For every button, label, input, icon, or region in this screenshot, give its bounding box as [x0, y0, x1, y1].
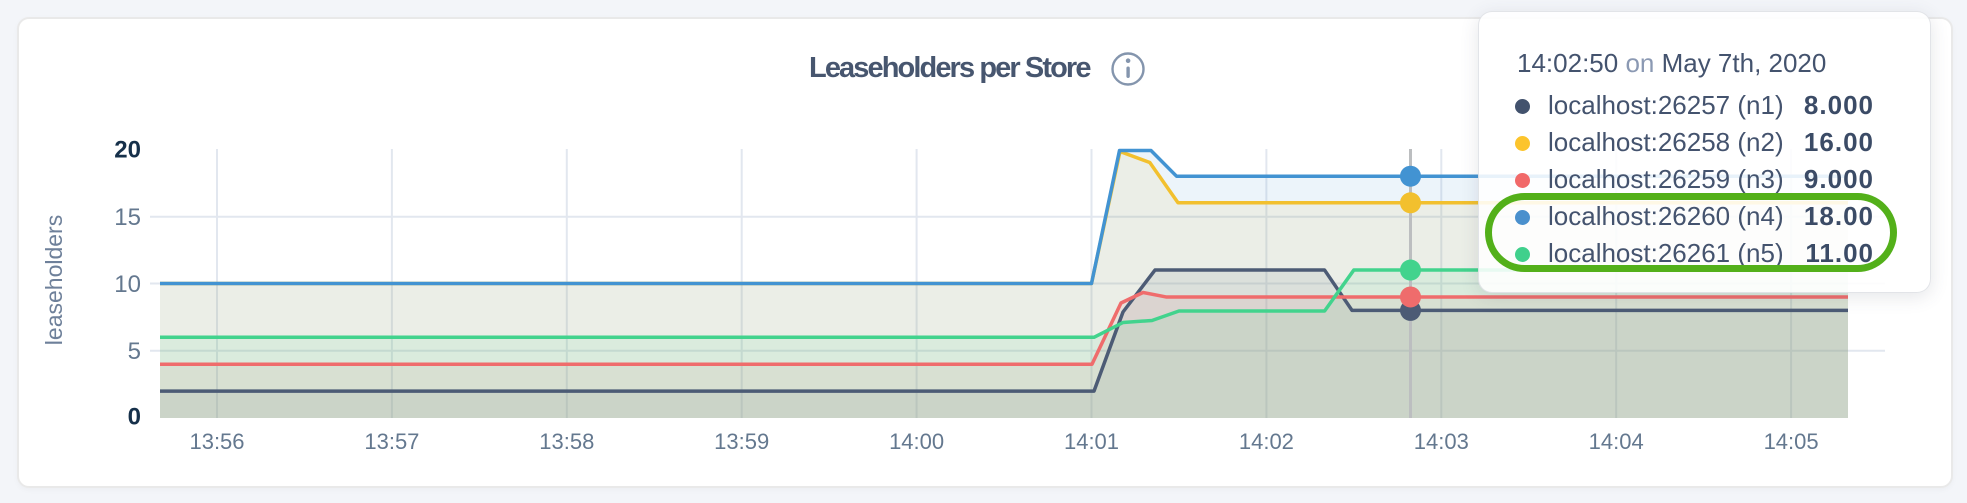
svg-text:14:04: 14:04	[1589, 429, 1644, 454]
svg-text:13:57: 13:57	[364, 429, 419, 454]
svg-text:5: 5	[128, 338, 141, 365]
svg-text:14:02: 14:02	[1239, 429, 1294, 454]
svg-text:13:56: 13:56	[189, 429, 244, 454]
svg-text:10: 10	[114, 271, 141, 298]
svg-text:15: 15	[114, 204, 141, 231]
svg-text:13:58: 13:58	[539, 429, 594, 454]
svg-text:14:01: 14:01	[1064, 429, 1119, 454]
svg-text:20: 20	[114, 137, 141, 164]
svg-text:14:00: 14:00	[889, 429, 944, 454]
svg-text:leaseholders: leaseholders	[41, 215, 67, 345]
svg-text:14:05: 14:05	[1764, 429, 1819, 454]
svg-text:0: 0	[128, 404, 141, 431]
svg-text:13:59: 13:59	[714, 429, 769, 454]
svg-text:14:03: 14:03	[1414, 429, 1469, 454]
